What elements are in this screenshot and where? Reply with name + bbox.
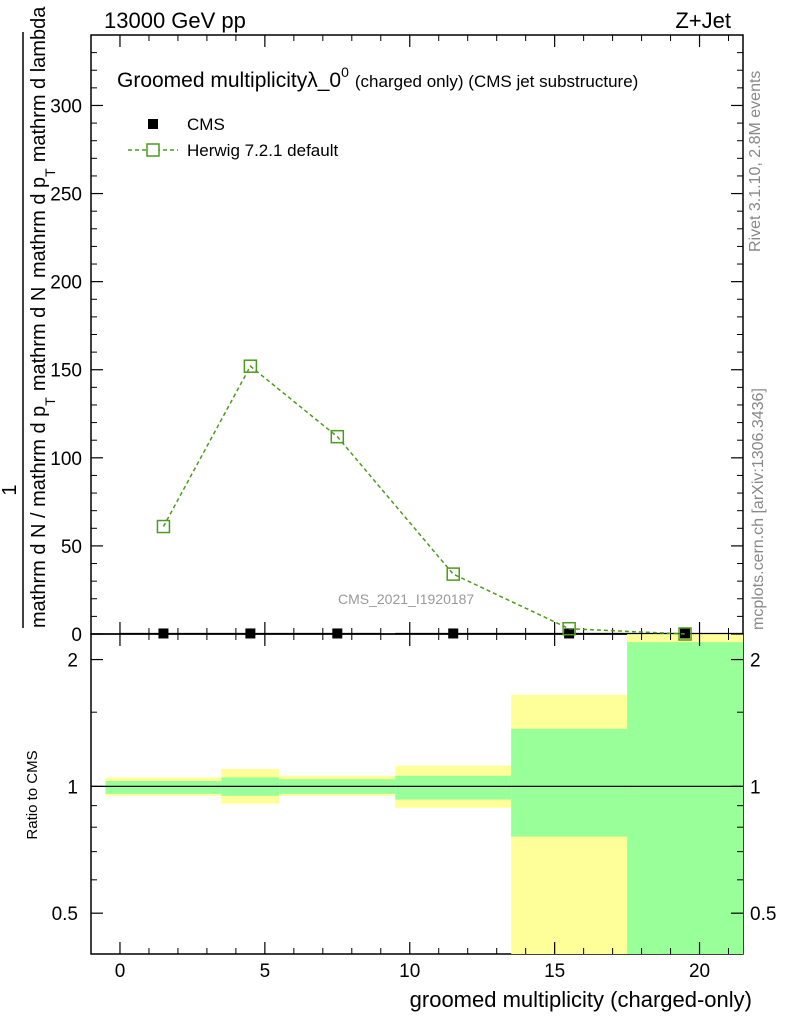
herwig-point [678, 627, 692, 641]
y-tick-label: 200 [50, 273, 82, 294]
legend-herwig-marker [146, 143, 160, 157]
ratio-stat-band-5 [627, 642, 743, 954]
cms-point [448, 628, 459, 639]
ratio-tick-label-left: 1 [67, 777, 78, 798]
ratio-stat-band-0 [105, 780, 222, 794]
x-tick-label: 5 [260, 961, 271, 982]
y-axis-label: 1 mathrm d N / mathrm d pTmathrm d N mat… [0, 6, 58, 628]
ratio-y-axis-label: Ratio to CMS [24, 750, 41, 839]
ratio-stat-band-3 [395, 775, 512, 800]
y-tick-label: 300 [50, 96, 82, 117]
x-tick-label: 0 [115, 961, 126, 982]
rivet-version-label: Rivet 3.1.10, 2.8M events [747, 71, 764, 252]
herwig-point [562, 621, 576, 636]
main-series [119, 359, 743, 641]
cms-point [680, 628, 691, 639]
ratio-tick-label-right: 0.5 [750, 904, 776, 925]
legend: CMS Herwig 7.2.1 default [128, 115, 338, 160]
ratio-bands [91, 634, 743, 954]
x-axis-label: groomed multiplicity (charged-only) [410, 987, 752, 1012]
x-tick-label: 20 [689, 961, 710, 982]
y-axis-label-denominator: mathrm d N / mathrm d pTmathrm d N [28, 287, 58, 628]
y-tick-label: 250 [50, 185, 82, 206]
x-tick-label: 15 [544, 961, 565, 982]
ratio-tick-label-left: 2 [67, 651, 78, 672]
y-axis-label-upper: mathrm d pTmathrm d lambda [28, 6, 58, 278]
y-tick-label: 0 [71, 625, 82, 646]
cms-point [332, 628, 343, 639]
legend-cms-label: CMS [187, 115, 225, 134]
ratio-stat-band-4 [511, 728, 628, 837]
ratio-tick-label-right: 1 [750, 777, 761, 798]
herwig-point [330, 429, 345, 444]
x-tick-label: 10 [399, 961, 420, 982]
header-process-label: Z+Jet [675, 8, 731, 33]
ratio-tick-label-right: 2 [750, 651, 761, 672]
y-tick-label: 100 [50, 449, 82, 470]
y-tick-label: 50 [61, 537, 82, 558]
herwig-point [243, 359, 258, 373]
cms-point [158, 628, 169, 639]
cms-point [245, 628, 256, 639]
legend-herwig-label: Herwig 7.2.1 default [187, 141, 338, 160]
y-axis-label-numerator: 1 [0, 484, 21, 495]
analysis-watermark: CMS_2021_I1920187 [338, 591, 474, 607]
cms-point [564, 628, 575, 639]
legend-cms-marker [148, 119, 158, 129]
header-energy-label: 13000 GeV pp [104, 8, 246, 33]
plot-title: Groomed multiplicityλ_00 (charged only) (… [117, 64, 638, 92]
herwig-point [446, 567, 460, 581]
herwig-point [156, 519, 171, 534]
mcplots-label: mcplots.cern.ch [arXiv:1306.3436] [750, 388, 767, 630]
y-tick-label: 150 [50, 361, 82, 382]
ratio-tick-label-left: 0.5 [52, 904, 78, 925]
